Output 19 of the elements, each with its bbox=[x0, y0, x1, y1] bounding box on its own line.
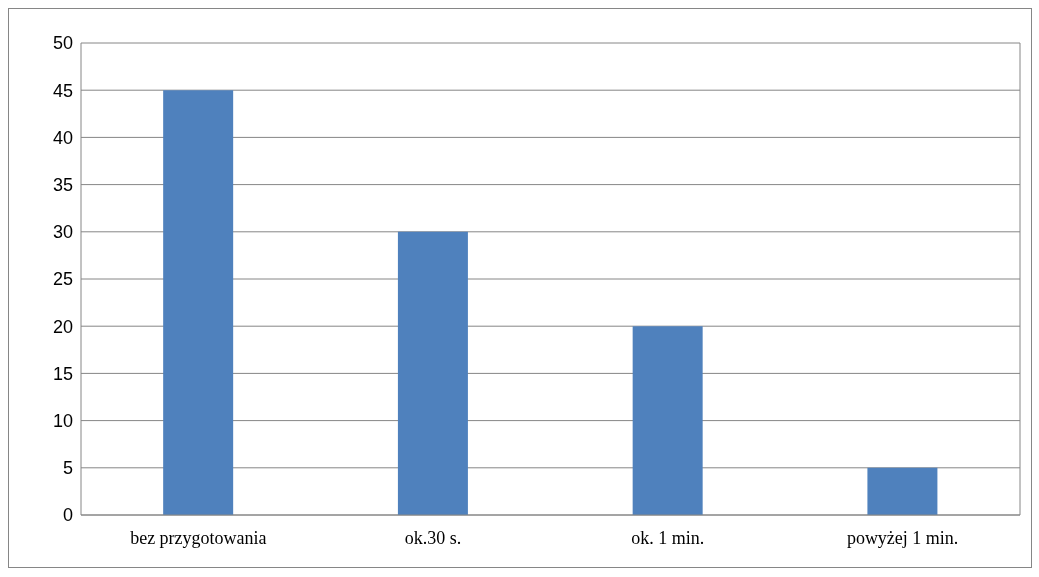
y-tick-label: 25 bbox=[52, 269, 73, 290]
y-tick-label: 35 bbox=[52, 174, 73, 195]
y-tick-label: 0 bbox=[62, 505, 73, 526]
bar bbox=[163, 90, 234, 515]
y-tick-label: 40 bbox=[52, 127, 73, 148]
y-tick-label: 10 bbox=[52, 410, 73, 431]
bar bbox=[867, 467, 938, 515]
bar bbox=[397, 231, 468, 515]
y-tick-label: 20 bbox=[52, 316, 73, 337]
y-tick-label: 45 bbox=[52, 80, 73, 101]
y-tick-label: 30 bbox=[52, 222, 73, 243]
x-tick-label: ok. 1 min. bbox=[631, 527, 705, 548]
x-tick-label: bez przygotowania bbox=[130, 527, 267, 548]
x-tick-label: ok.30 s. bbox=[404, 527, 462, 548]
bar bbox=[632, 326, 703, 515]
y-tick-label: 50 bbox=[52, 33, 73, 54]
x-tick-label: powyżej 1 min. bbox=[846, 527, 959, 548]
y-tick-label: 5 bbox=[62, 458, 73, 479]
y-tick-label: 15 bbox=[52, 363, 73, 384]
